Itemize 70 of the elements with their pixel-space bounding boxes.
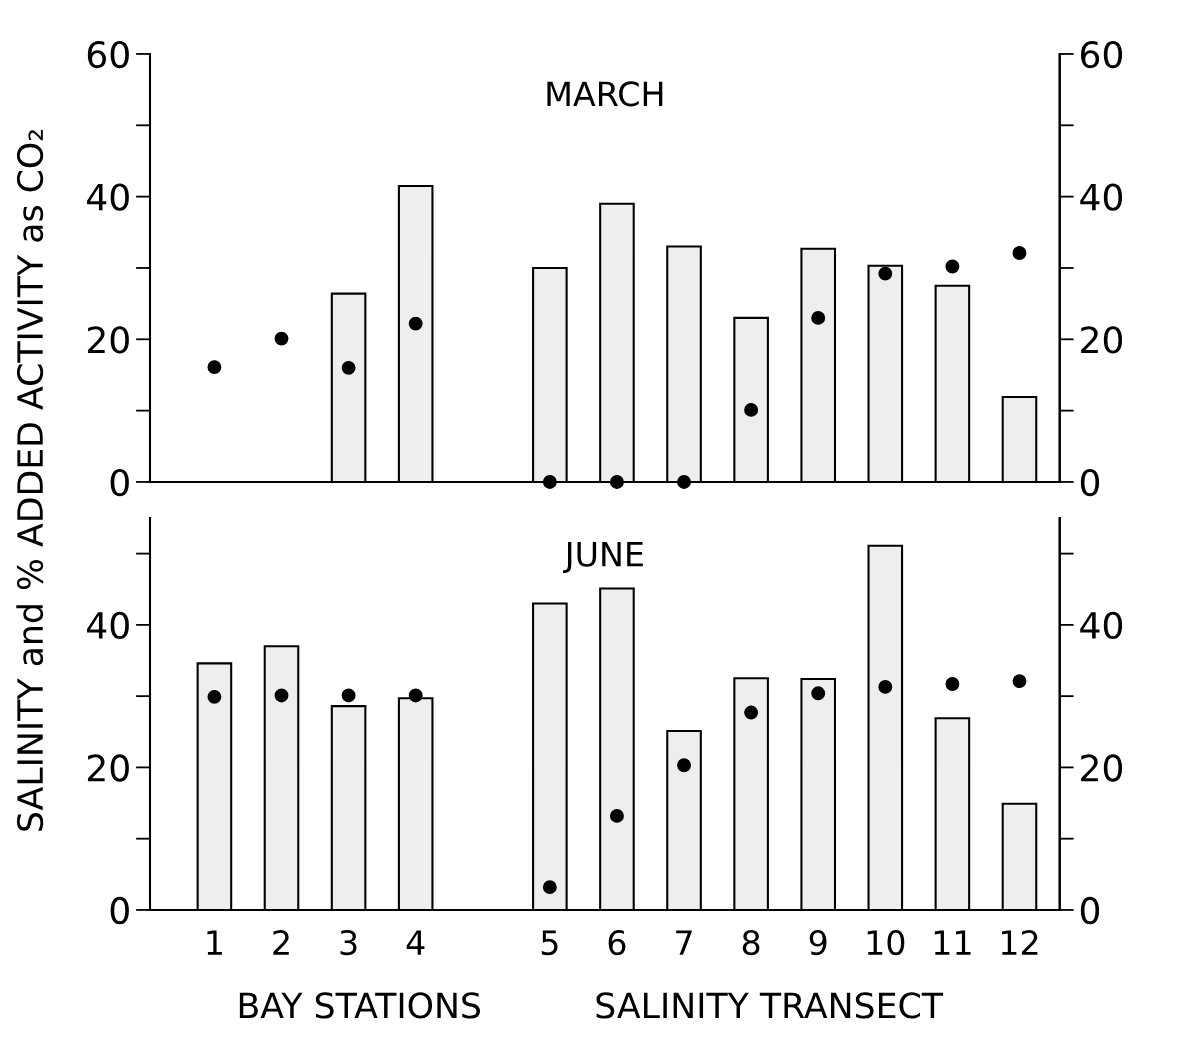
x-tick-label: 8 [742, 929, 760, 956]
x-tick-label: 10 [867, 929, 905, 956]
point [945, 259, 960, 274]
bar [330, 292, 367, 482]
point [1012, 246, 1027, 260]
y2-tick-label: 40 [1080, 611, 1123, 640]
bar [1001, 802, 1038, 910]
point [945, 677, 960, 691]
bar [934, 284, 971, 482]
y2-tick-label: 60 [1081, 40, 1123, 69]
point [408, 688, 423, 703]
point [609, 808, 624, 823]
point [811, 310, 826, 325]
bar [599, 587, 635, 910]
y2-tick-label: 40 [1080, 183, 1123, 211]
bar [733, 677, 769, 910]
x-tick-label: 1 [207, 930, 222, 955]
point [542, 880, 557, 895]
bar [532, 602, 568, 910]
point [811, 686, 826, 701]
y-tick-label: 0 [110, 468, 129, 497]
y-tick-label: 20 [87, 754, 129, 782]
y2-tick-label: 0 [1080, 896, 1100, 925]
point [341, 688, 356, 703]
y2-tick-label: 20 [1081, 754, 1123, 782]
point [1012, 674, 1027, 689]
point [878, 266, 893, 281]
point [878, 679, 893, 694]
bar [733, 316, 769, 482]
x-tick-label: 3 [340, 929, 357, 956]
y2-tick-label: 0 [1080, 468, 1100, 497]
bar [934, 717, 971, 910]
bar [1001, 396, 1038, 482]
text: BAY STATIONS [239, 992, 481, 1019]
x-tick-label: 12 [1001, 929, 1038, 955]
y-tick-label: 40 [87, 183, 129, 211]
bar [263, 645, 300, 910]
bar [196, 662, 233, 910]
point [274, 688, 289, 703]
x-tick-label: 9 [809, 929, 827, 956]
point [677, 758, 691, 773]
bar [397, 184, 434, 482]
point [744, 705, 759, 720]
y-tick-label: 20 [87, 326, 129, 354]
text: JUNE [563, 542, 643, 574]
y-axis-title: SALINITY and % ADDED ACTIVITY as CO₂ [16, 130, 44, 831]
bar [800, 247, 837, 482]
point [341, 360, 356, 375]
bar [800, 678, 837, 910]
point [744, 402, 759, 417]
point [408, 316, 423, 331]
y-tick-label: 0 [110, 896, 129, 925]
x-tick-label: 4 [406, 930, 425, 955]
point [274, 331, 289, 346]
bar [867, 264, 904, 482]
text: MARCH [547, 81, 663, 107]
x-tick-label: 7 [676, 930, 692, 955]
text: SALINITY TRANSECT [596, 992, 944, 1019]
point [207, 360, 222, 375]
x-tick-label: 5 [541, 930, 558, 956]
y-tick-label: 40 [87, 611, 129, 640]
y2-tick-label: 20 [1081, 326, 1123, 354]
x-tick-label: 2 [273, 929, 289, 955]
x-tick-label: 6 [608, 929, 626, 956]
bar [666, 730, 702, 910]
bar [867, 544, 904, 910]
y-tick-label: 60 [87, 40, 129, 69]
bar [330, 705, 367, 910]
point [207, 689, 222, 704]
x-tick-label: 11 [934, 930, 971, 955]
